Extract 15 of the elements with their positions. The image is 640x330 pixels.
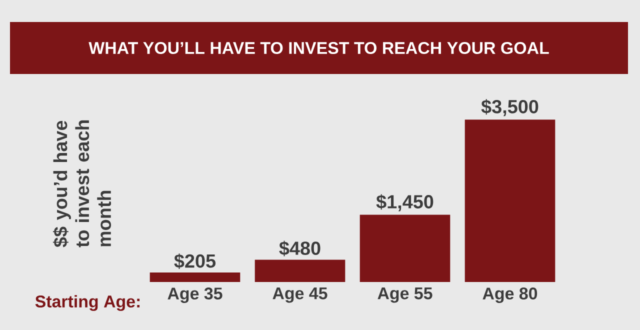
bar [254, 260, 346, 282]
data-label: $480 [279, 240, 320, 256]
data-label: $205 [174, 254, 216, 269]
bar [150, 272, 240, 282]
bar [360, 214, 450, 282]
x-tick-label: Age 55 [378, 288, 432, 303]
x-axis-title: Starting Age: [35, 295, 140, 311]
chart-title: WHAT YOU’LL HAVE TO INVEST TO REACH YOUR GOAL [88, 42, 549, 54]
bar [464, 120, 556, 282]
data-label: $1,450 [376, 194, 434, 212]
y-axis-title: $$ you’d have to invest each month [52, 120, 112, 248]
x-tick-label: Age 45 [272, 288, 328, 303]
data-label: $3,500 [481, 99, 538, 116]
x-tick-label: Age 80 [482, 288, 538, 303]
x-tick-label: Age 35 [168, 288, 222, 303]
